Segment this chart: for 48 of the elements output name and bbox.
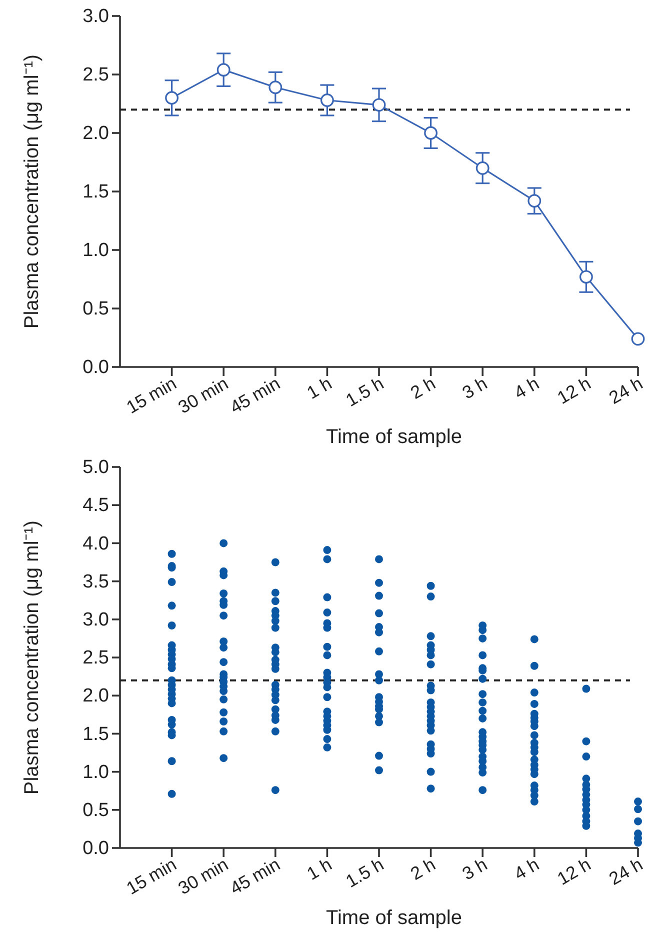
y-axis-title: Plasma concentration (μg ml⁻¹)	[21, 54, 43, 329]
y-tick-label: 0.0	[82, 357, 109, 378]
y-tick-label: 1.0	[82, 762, 109, 783]
x-tick-label: 24 h	[606, 373, 646, 408]
x-tick-label: 15 min	[123, 854, 180, 898]
point	[165, 91, 179, 105]
x-tick-label: 2 h	[407, 373, 439, 403]
y-tick-label: 4.5	[82, 495, 109, 516]
x-tick-label: 1 h	[304, 854, 336, 884]
x-tick-label: 24 h	[606, 854, 646, 889]
y-tick-label: 2.5	[82, 648, 109, 669]
point	[268, 80, 282, 94]
point	[372, 98, 386, 112]
y-tick-label: 4.0	[82, 533, 109, 554]
x-tick-label: 4 h	[510, 373, 542, 403]
y-tick-label: 0.5	[82, 800, 109, 821]
point	[528, 194, 542, 208]
x-tick-label: 2 h	[407, 854, 439, 884]
x-tick-label: 3 h	[458, 854, 491, 884]
x-tick-label: 1.5 h	[342, 854, 387, 892]
x-axis-title: Time of sample	[326, 907, 462, 929]
x-tick-label: 15 min	[123, 373, 180, 418]
x-tick-label: 1 h	[304, 373, 336, 403]
y-tick-label: 2.0	[82, 686, 109, 707]
point	[631, 332, 645, 346]
y-tick-label: 0.5	[82, 298, 109, 320]
x-tick-label: 12 h	[554, 373, 594, 408]
y-tick-label: 1.0	[82, 240, 109, 262]
y-tick-label: 2.5	[82, 64, 109, 86]
point	[424, 126, 438, 140]
y-tick-label: 3.0	[82, 6, 109, 28]
y-tick-label: 3.0	[82, 609, 109, 630]
y-tick-label: 0.0	[82, 838, 109, 860]
x-tick-label: 3 h	[458, 373, 491, 403]
point	[216, 63, 230, 77]
x-tick-label: 4 h	[510, 854, 542, 884]
y-axis-title: Plasma concentration (μg ml⁻¹)	[21, 520, 43, 795]
y-tick-label: 2.0	[82, 123, 109, 144]
point	[320, 94, 334, 107]
y-tick-label: 5.0	[82, 457, 109, 478]
y-tick-label: 1.5	[82, 724, 109, 745]
point	[476, 161, 490, 175]
x-tick-label: 12 h	[554, 854, 594, 889]
y-tick-label: 3.5	[82, 571, 109, 592]
point	[579, 270, 593, 284]
x-axis-title: Time of sample	[326, 426, 462, 448]
y-tick-label: 1.5	[82, 182, 109, 203]
x-tick-label: 1.5 h	[342, 373, 387, 410]
